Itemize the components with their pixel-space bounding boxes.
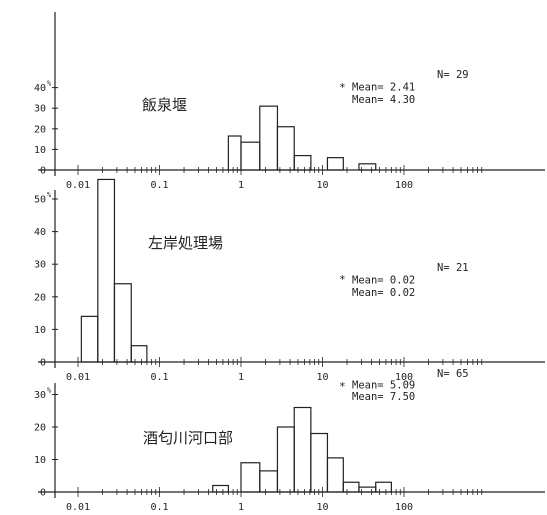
x-tick-label: 100 xyxy=(395,180,413,191)
y-tick-label: 20 xyxy=(34,292,46,303)
y-unit-label: % xyxy=(47,80,52,88)
histogram-bar xyxy=(259,105,279,171)
x-tick-label: 0.1 xyxy=(150,502,168,513)
histogram-bar xyxy=(375,481,392,493)
x-tick-label: 10 xyxy=(316,180,328,191)
stats-line: Mean= 0.02 xyxy=(352,275,415,287)
histogram-bar xyxy=(240,141,261,171)
x-tick-label: 0.01 xyxy=(66,180,90,191)
histogram-bar xyxy=(113,283,132,363)
y-tick-label: 20 xyxy=(34,124,46,135)
stats-line: N= 65 xyxy=(437,368,469,380)
x-tick-label: 0.1 xyxy=(150,180,168,191)
histogram-bar xyxy=(358,163,377,171)
histogram-bar xyxy=(97,178,116,363)
x-tick-label: 100 xyxy=(395,372,413,383)
histogram-bar xyxy=(212,484,229,493)
histogram-bar xyxy=(259,470,279,493)
x-tick-label: 0.01 xyxy=(66,502,90,513)
panel-left-bank-plant: 0 10 20 30 40 50 % 0.01 0.1 1 10 100 左岸処理場 * N= 21 Mean… xyxy=(34,178,545,383)
panel-iizumi-weir: 0 10 20 30 40 % 0.01 0.1 1 10 100 飯泉堰 * N= 29 Mean= 2.… xyxy=(34,12,545,191)
x-tick-label: 0.1 xyxy=(150,372,168,383)
histogram-bar xyxy=(130,345,148,363)
x-tick-label: 100 xyxy=(395,502,413,513)
panel-title: 酒匂川河口部 xyxy=(143,429,233,447)
panel-title: 飯泉堰 xyxy=(142,96,187,114)
histogram-bar xyxy=(293,406,312,493)
histogram-bar xyxy=(276,126,295,171)
y-tick-label: 40 xyxy=(34,83,46,94)
stats-line: N= 29 xyxy=(437,69,469,81)
x-tick-label: 1 xyxy=(238,180,244,191)
stats-line: Mean= 0.02 xyxy=(352,287,415,299)
y-tick-label: 10 xyxy=(34,455,46,466)
x-tick-label: 0.01 xyxy=(66,372,90,383)
stats-line: Mean= 7.50 xyxy=(352,391,415,403)
histogram-bar xyxy=(293,154,312,171)
stats-line: Mean= 5.09 xyxy=(352,380,415,392)
y-tick-label: 40 xyxy=(34,227,46,238)
star-marker: * xyxy=(339,273,346,286)
histogram-bar xyxy=(227,135,242,171)
stats-line: Mean= 2.41 xyxy=(352,82,415,94)
stats-line: N= 21 xyxy=(437,262,469,274)
y-tick-label: 10 xyxy=(34,325,46,336)
y-tick-label: 30 xyxy=(34,104,46,115)
panel-sakawa-river-mouth: 0 10 20 30 % 0.01 0.1 1 10 100 酒匂川河口部 * N= 65 Mean= 5… xyxy=(34,368,545,513)
y-unit-label: % xyxy=(47,387,52,395)
histogram-bar xyxy=(276,426,295,493)
star-marker: * xyxy=(339,380,346,393)
histogram-bar xyxy=(240,462,261,493)
y-tick-label: 10 xyxy=(34,145,46,156)
y-tick-label: 30 xyxy=(34,260,46,271)
histogram-bar xyxy=(326,157,344,171)
y-tick-label: 0 xyxy=(40,166,46,177)
y-tick-label: 50 xyxy=(34,195,46,206)
x-tick-label: 10 xyxy=(316,372,328,383)
x-tick-label: 10 xyxy=(316,502,328,513)
x-tick-label: 1 xyxy=(238,372,244,383)
y-tick-label: 0 xyxy=(40,488,46,499)
y-tick-label: 30 xyxy=(34,390,46,401)
histogram-bar xyxy=(326,457,344,493)
histogram-bar xyxy=(80,315,99,363)
x-tick-label: 1 xyxy=(238,502,244,513)
histogram-bar xyxy=(310,432,329,493)
y-unit-label: % xyxy=(47,191,52,199)
y-tick-label: 20 xyxy=(34,423,46,434)
histogram-bar xyxy=(342,481,360,493)
panel-title: 左岸処理場 xyxy=(148,234,223,252)
star-marker: * xyxy=(339,81,346,94)
stats-line: Mean= 4.30 xyxy=(352,94,415,106)
y-tick-label: 0 xyxy=(40,358,46,369)
